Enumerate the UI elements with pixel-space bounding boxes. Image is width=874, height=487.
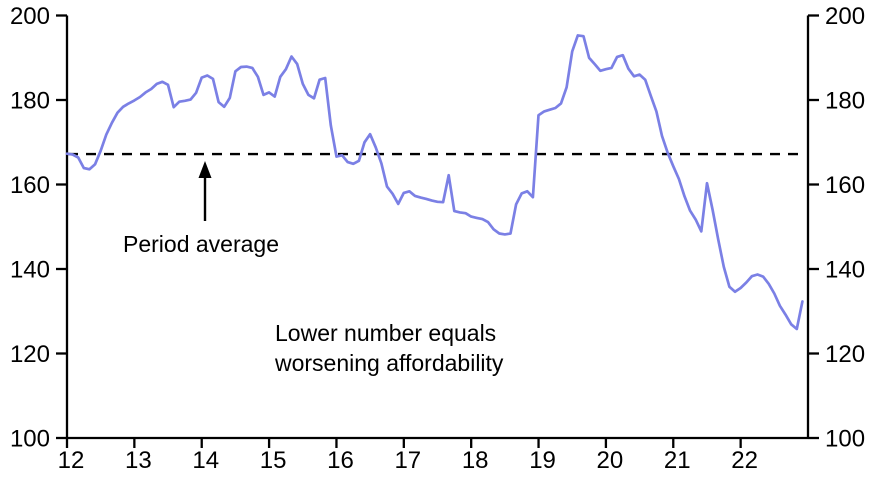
tick-label: 13 — [125, 447, 152, 474]
tick-labels: 200 200 180 180 160 160 140 140 120 120 100 100 12 13… — [10, 3, 865, 474]
tick-label: 100 — [10, 426, 50, 453]
note-text-line1: Lower number equals — [275, 320, 496, 346]
tick-label: 15 — [260, 447, 287, 474]
tick-label: 120 — [10, 341, 50, 368]
tick-label: 19 — [529, 447, 556, 474]
axes — [65, 15, 810, 440]
data-line-affordability-index — [65, 34, 804, 331]
period-average-label: Period average — [123, 231, 279, 257]
tick-label: 14 — [192, 447, 219, 474]
tick-label: 200 — [825, 3, 865, 30]
arrow-up-icon — [198, 161, 212, 221]
tick-label: 100 — [825, 426, 865, 453]
tick-label: 20 — [597, 447, 624, 474]
tick-label: 180 — [825, 88, 865, 115]
tick-label: 180 — [10, 88, 50, 115]
tick-label: 160 — [825, 172, 865, 199]
tick-label: 21 — [664, 447, 691, 474]
note-text-line2: worsening affordability — [274, 350, 504, 376]
tick-label: 140 — [10, 257, 50, 284]
tick-label: 12 — [58, 447, 85, 474]
tick-label: 120 — [825, 341, 865, 368]
tick-label: 18 — [462, 447, 489, 474]
tick-label: 17 — [394, 447, 421, 474]
tick-label: 200 — [10, 3, 50, 30]
tick-marks — [56, 14, 819, 448]
tick-label: 160 — [10, 172, 50, 199]
tick-label: 16 — [327, 447, 354, 474]
tick-label: 140 — [825, 257, 865, 284]
tick-label: 22 — [731, 447, 758, 474]
